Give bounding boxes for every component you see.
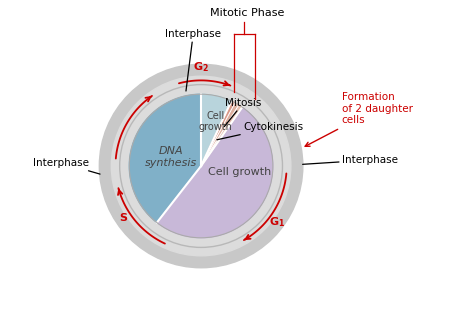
Text: Mitotic Phase: Mitotic Phase [210, 8, 284, 18]
Text: G$_\mathbf{2}$: G$_\mathbf{2}$ [193, 61, 209, 74]
Text: Interphase: Interphase [34, 158, 100, 174]
Text: S: S [119, 213, 127, 223]
Circle shape [100, 64, 303, 268]
Polygon shape [201, 103, 239, 166]
Text: Cell growth: Cell growth [209, 167, 272, 177]
Text: DNA
synthesis: DNA synthesis [145, 146, 197, 168]
Polygon shape [129, 94, 201, 222]
Text: Interphase: Interphase [302, 155, 398, 165]
Circle shape [129, 94, 273, 238]
Polygon shape [201, 101, 235, 166]
Circle shape [111, 76, 291, 256]
Text: Mitosis: Mitosis [224, 98, 261, 126]
Polygon shape [201, 105, 242, 166]
Text: Cytokinesis: Cytokinesis [217, 123, 303, 140]
Text: Cell
growth: Cell growth [198, 111, 232, 132]
Text: Formation
of 2 daughter
cells: Formation of 2 daughter cells [305, 92, 413, 146]
Polygon shape [157, 107, 273, 238]
Polygon shape [201, 94, 231, 166]
Text: Interphase: Interphase [165, 29, 221, 91]
Text: G$_\mathbf{1}$: G$_\mathbf{1}$ [269, 215, 285, 229]
